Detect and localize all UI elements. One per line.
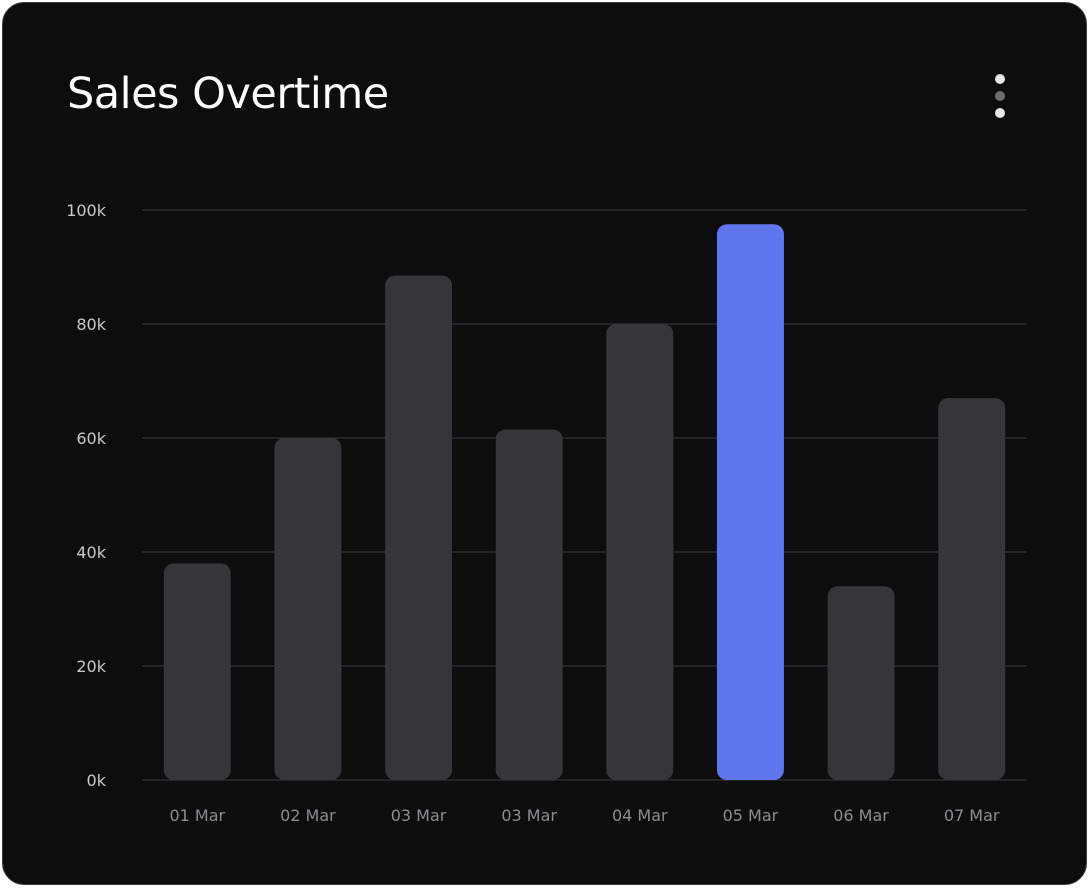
x-tick-label: 07 Mar xyxy=(944,806,1000,825)
bar[interactable] xyxy=(385,275,453,780)
x-tick-label: 04 Mar xyxy=(612,806,668,825)
y-tick-label: 40k xyxy=(76,543,106,562)
bar[interactable] xyxy=(163,563,231,780)
x-tick-label: 02 Mar xyxy=(280,806,336,825)
bar[interactable] xyxy=(606,324,674,780)
bars xyxy=(163,224,1006,780)
y-tick-label: 0k xyxy=(87,771,107,790)
more-vertical-icon-dot-bottom xyxy=(995,108,1005,118)
x-tick-label: 03 Mar xyxy=(501,806,557,825)
y-tick-label: 20k xyxy=(76,657,106,676)
bar[interactable] xyxy=(495,429,563,780)
chart-title: Sales Overtime xyxy=(67,69,389,119)
x-tick-label: 05 Mar xyxy=(723,806,779,825)
y-tick-label: 60k xyxy=(76,429,106,448)
more-vertical-icon-dot-middle xyxy=(995,91,1005,101)
bar[interactable] xyxy=(938,398,1006,780)
x-tick-label: 03 Mar xyxy=(391,806,447,825)
bar[interactable] xyxy=(827,586,895,780)
y-axis-ticks: 0k 20k 40k 60k 80k 100k xyxy=(66,201,107,790)
x-tick-label: 06 Mar xyxy=(833,806,889,825)
bar[interactable] xyxy=(274,438,342,780)
more-options-button[interactable] xyxy=(985,71,1015,121)
x-tick-label: 01 Mar xyxy=(169,806,225,825)
y-tick-label: 80k xyxy=(76,315,106,334)
x-axis-ticks: 01 Mar 02 Mar 03 Mar 03 Mar 04 Mar 05 Mar 06 M… xyxy=(169,806,999,825)
y-tick-label: 100k xyxy=(66,201,107,220)
more-vertical-icon-dot-top xyxy=(995,74,1005,84)
bar-highlighted[interactable] xyxy=(716,224,784,780)
